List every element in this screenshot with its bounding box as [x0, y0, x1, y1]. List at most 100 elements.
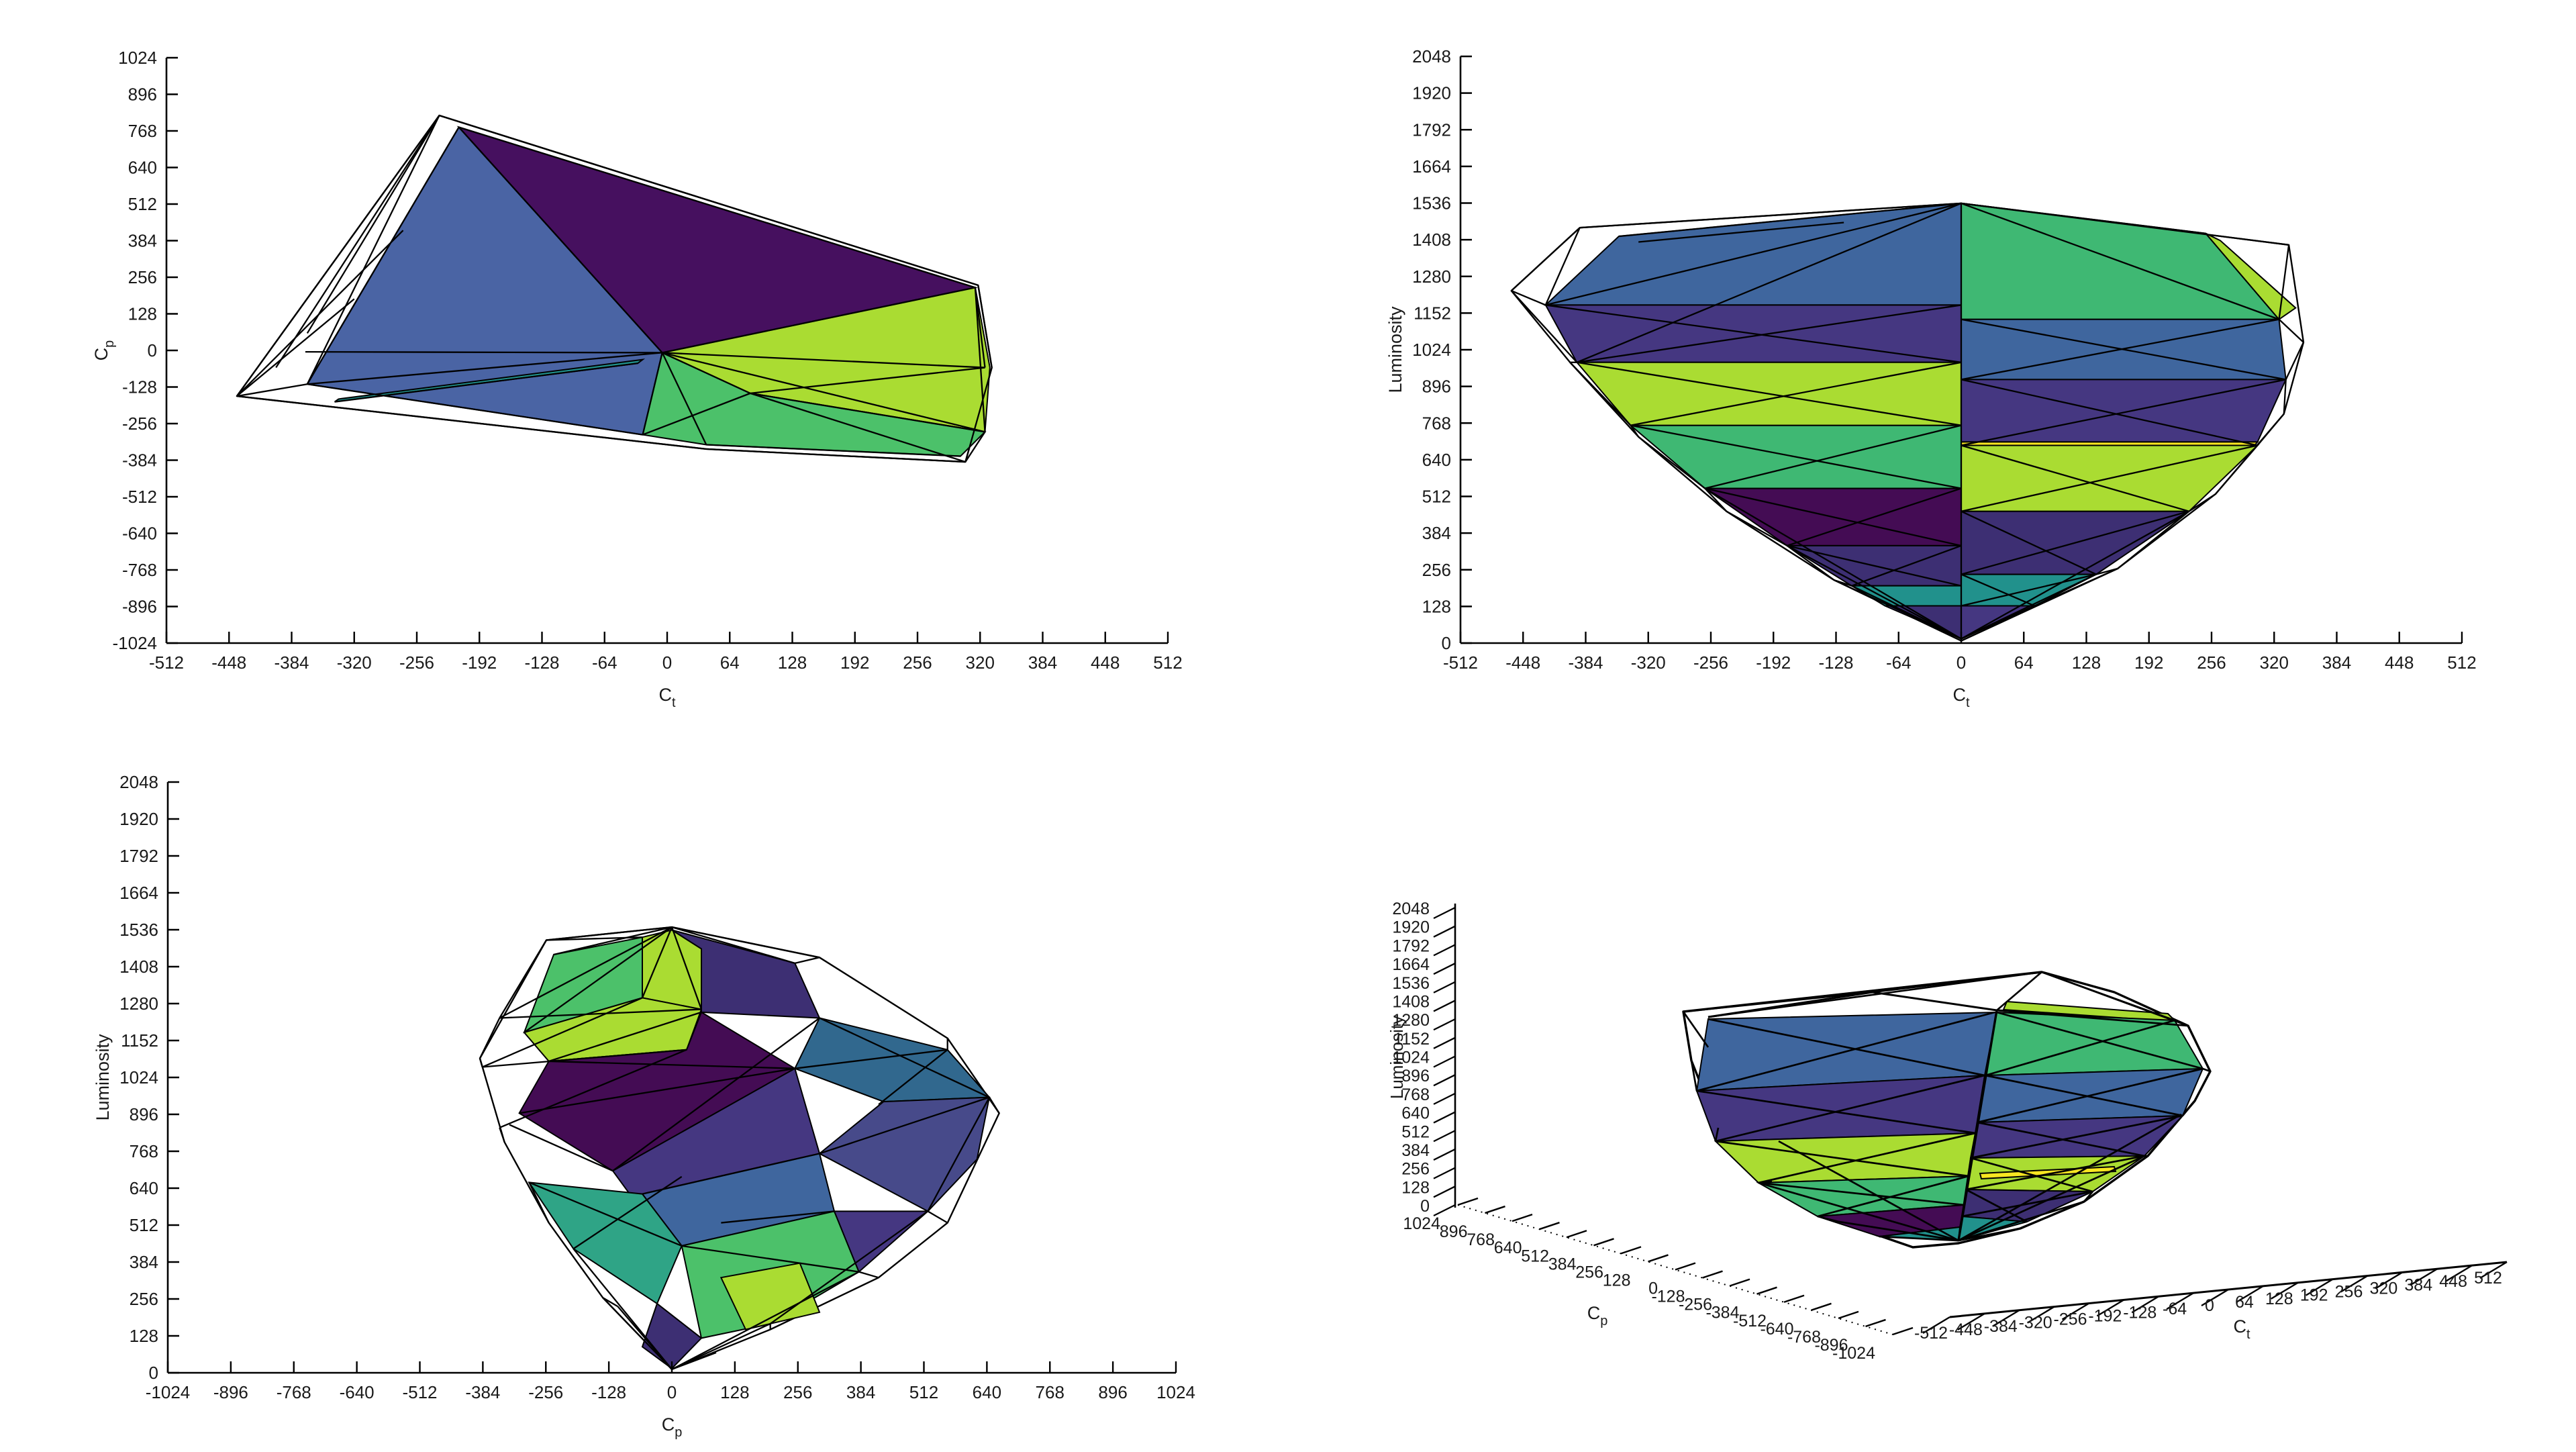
- mesh-edge: [1996, 1011, 2203, 1070]
- cp-tick: [1729, 1278, 1750, 1287]
- gamut-mesh: [236, 114, 993, 463]
- cp-tick-label: -384: [1705, 1304, 1739, 1322]
- mesh-face: [833, 1210, 930, 1273]
- z-tick-label: 512: [1401, 1122, 1430, 1141]
- mesh-edge: [1778, 1140, 1959, 1242]
- mesh-edge: [1961, 318, 2286, 381]
- ct-tick-label: 192: [2300, 1286, 2328, 1305]
- z-tick: [1433, 1074, 1456, 1087]
- x-tick-label: -768: [277, 1382, 311, 1402]
- y-tick-label: 1152: [121, 1030, 158, 1051]
- mesh-edge: [1758, 1181, 1965, 1206]
- mesh-edge: [482, 997, 643, 1068]
- ct-tick-label: 512: [2474, 1269, 2502, 1288]
- z-tick: [1433, 1167, 1456, 1179]
- y-tick-label: 1792: [1412, 119, 1451, 140]
- mesh-edge: [236, 395, 707, 450]
- y-tick-label: 2048: [1412, 46, 1451, 66]
- mesh-edge: [1961, 444, 2258, 512]
- cp-tick-label: 512: [1521, 1247, 1549, 1265]
- mesh-edge: [706, 448, 966, 463]
- ct-tick: [1957, 1312, 1985, 1330]
- y-tick-label: 640: [128, 158, 157, 178]
- x-tick-label: -128: [591, 1382, 626, 1402]
- mesh-edge: [1715, 1074, 1985, 1143]
- mesh-edge: [1965, 1155, 2145, 1191]
- mesh-edge: [275, 115, 440, 369]
- mesh-edge: [1961, 379, 2258, 446]
- y-tick-label: 768: [130, 1141, 158, 1161]
- mesh-edge: [499, 1127, 505, 1143]
- mesh-edge: [479, 1058, 483, 1067]
- mesh-edge: [1985, 1074, 2183, 1117]
- mesh-edge: [499, 939, 547, 1019]
- x-tick-label: -512: [1443, 652, 1478, 673]
- y-tick-label: 896: [128, 85, 157, 105]
- ct-tick: [2027, 1306, 2055, 1324]
- mesh-edge: [1961, 202, 2289, 246]
- cp-tick: [1892, 1326, 1914, 1336]
- mesh-edge: [1696, 1011, 1995, 1092]
- mesh-edge: [1758, 1132, 1976, 1184]
- cp-tick-label: -256: [1679, 1296, 1712, 1314]
- mesh-edge: [528, 1181, 550, 1224]
- x-tick-label: -384: [465, 1382, 500, 1402]
- x-tick-label: 448: [1091, 652, 1120, 673]
- x-tick-label: 64: [2014, 652, 2034, 673]
- axes: -512 -448 -384 -320 -256 -192 -128 -64 0 64 128 192…: [1385, 46, 2477, 710]
- ct-tick-label: -448: [1949, 1320, 1983, 1339]
- ct-tick-label: 448: [2439, 1272, 2467, 1291]
- mesh-edge: [1726, 510, 1788, 546]
- mesh-edge: [1683, 991, 1873, 1013]
- ct-tick-label: 320: [2370, 1279, 2398, 1298]
- subplot-top-view: -512 -448 -384 -320 -256 -192 -128 -64 0 64 128 192…: [91, 48, 1183, 710]
- cp-tick: [1593, 1238, 1614, 1247]
- mesh-edge: [795, 957, 820, 964]
- ct-tick: [2444, 1265, 2473, 1283]
- z-tick-label: 384: [1401, 1141, 1430, 1160]
- y-tick-label: 512: [128, 194, 157, 214]
- x-tick-label: -256: [1693, 652, 1728, 673]
- y-tick-label: 256: [1422, 560, 1451, 580]
- x-tick-label: -320: [1631, 652, 1666, 673]
- x-tick-label: 192: [2134, 652, 2163, 673]
- z-tick: [1433, 1092, 1456, 1105]
- y-tick-label: 1536: [119, 920, 158, 940]
- mesh-edge: [1758, 1181, 1959, 1242]
- mesh-edge: [236, 115, 440, 397]
- gamut-mesh-3d: [1682, 971, 2212, 1249]
- y-tick-label: 512: [1422, 487, 1451, 507]
- z-axis-label: Luminosity: [1387, 1016, 1407, 1099]
- cp-tick: [1648, 1254, 1669, 1263]
- x-tick-label: 256: [903, 652, 932, 673]
- y-tick-label: 768: [1422, 413, 1451, 433]
- mesh-edge: [548, 1060, 795, 1069]
- mesh-edge: [974, 287, 986, 432]
- z-tick-label: 1664: [1392, 955, 1430, 974]
- mesh-edge: [662, 287, 976, 354]
- mesh-edge: [1579, 202, 1962, 229]
- y-tick-label: 768: [128, 121, 157, 141]
- mesh-edge: [1715, 1140, 1969, 1177]
- x-tick-label: -192: [1756, 652, 1791, 673]
- mesh-edge: [671, 926, 703, 1010]
- z-tick-label: 128: [1401, 1178, 1430, 1197]
- mesh-edge: [1618, 202, 1962, 238]
- y-tick-label: 1408: [119, 957, 158, 977]
- x-tick-label: -320: [337, 652, 372, 673]
- cp-tick-label: -1024: [1832, 1344, 1875, 1363]
- mesh-edge: [878, 1049, 948, 1106]
- z-tick: [1433, 1000, 1456, 1012]
- mesh-edge: [524, 926, 673, 1033]
- z-tick-label: 2048: [1392, 900, 1430, 918]
- mesh-edge: [1996, 1009, 2189, 1027]
- ct-tick-label: -64: [2163, 1300, 2187, 1318]
- y-tick-label: 1408: [1412, 230, 1451, 250]
- mesh-edge: [964, 431, 986, 463]
- x-tick-label: 0: [662, 652, 672, 673]
- z-tick: [1433, 906, 1456, 920]
- ct-tick: [2410, 1268, 2438, 1286]
- x-tick-label: 768: [1036, 1382, 1064, 1402]
